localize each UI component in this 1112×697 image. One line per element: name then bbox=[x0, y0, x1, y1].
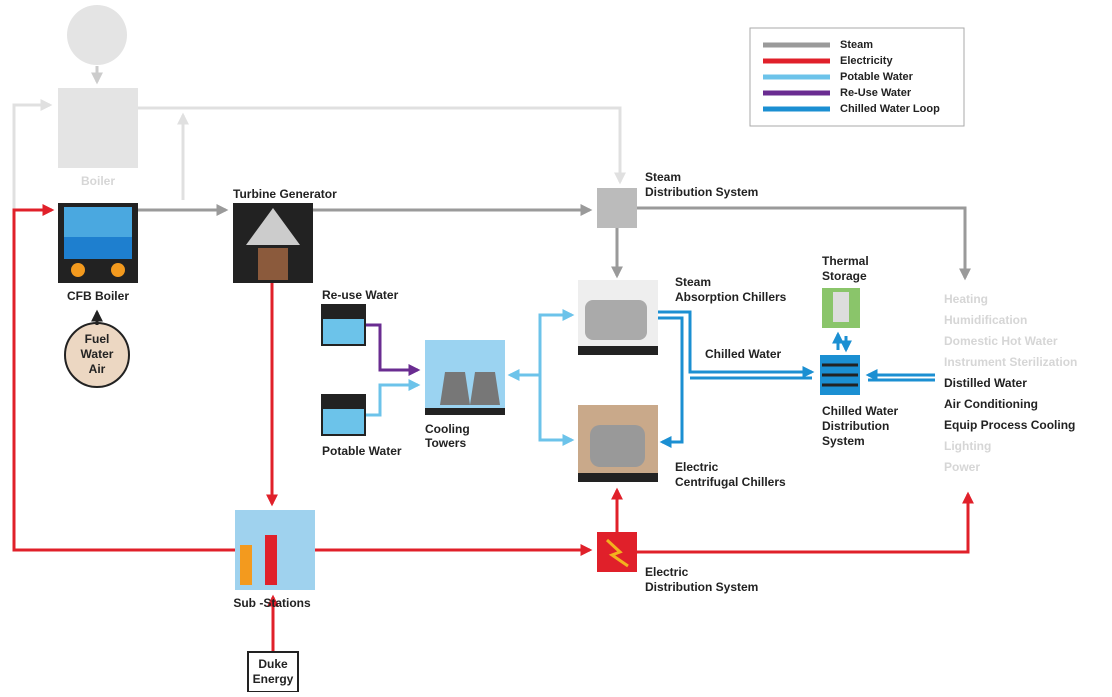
icons bbox=[58, 188, 860, 693]
label: Thermal bbox=[822, 254, 869, 268]
label: Distribution bbox=[822, 419, 889, 433]
label: Distribution System bbox=[645, 185, 758, 199]
use: Air Conditioning bbox=[944, 397, 1038, 411]
use: Power bbox=[944, 460, 980, 474]
use: Instrument Sterilization bbox=[944, 355, 1077, 369]
label: Re-use Water bbox=[322, 288, 399, 302]
use: Humidification bbox=[944, 313, 1027, 327]
legend-label: Electricity bbox=[840, 55, 893, 67]
label: Absorption Chillers bbox=[675, 290, 787, 304]
label: CFB Boiler bbox=[67, 289, 129, 303]
label: Electric bbox=[675, 460, 719, 474]
labels: Boiler CFB Boiler Fuel Water Air Turbine… bbox=[67, 170, 899, 686]
label: Energy bbox=[253, 672, 294, 686]
use: Heating bbox=[944, 292, 988, 306]
label: Steam bbox=[675, 275, 711, 289]
label: Steam bbox=[645, 170, 681, 184]
use: Lighting bbox=[944, 439, 991, 453]
legend: Steam Electricity Potable Water Re-Use Wate… bbox=[763, 39, 940, 115]
label: Water bbox=[81, 347, 114, 361]
connector bbox=[365, 379, 421, 417]
label: Air bbox=[89, 362, 106, 376]
faded-boiler bbox=[12, 5, 626, 210]
label: Fuel bbox=[85, 332, 110, 346]
label: Storage bbox=[822, 269, 867, 283]
label: Turbine Generator bbox=[233, 187, 337, 201]
label: Chilled Water bbox=[705, 347, 782, 361]
use: Equip Process Cooling bbox=[944, 418, 1075, 432]
label: Chilled Water bbox=[822, 404, 899, 418]
legend-label: Chilled Water Loop bbox=[840, 103, 940, 115]
connector bbox=[538, 375, 575, 446]
label: Distribution System bbox=[645, 580, 758, 594]
label: System bbox=[822, 434, 865, 448]
connector bbox=[637, 206, 971, 281]
connector bbox=[365, 323, 421, 376]
connector bbox=[12, 204, 235, 552]
label: Centrifugal Chillers bbox=[675, 475, 786, 489]
connector bbox=[658, 316, 684, 448]
label: Electric bbox=[645, 565, 689, 579]
label: Sub -Stations bbox=[233, 596, 311, 610]
label: Towers bbox=[425, 436, 466, 450]
use: Distilled Water bbox=[944, 376, 1027, 390]
uses: Heating Humidification Domestic Hot Wate… bbox=[944, 292, 1077, 474]
legend-label: Re-Use Water bbox=[840, 87, 912, 99]
connector bbox=[538, 309, 575, 375]
connector bbox=[658, 310, 815, 378]
use: Domestic Hot Water bbox=[944, 334, 1058, 348]
legend-label: Steam bbox=[840, 39, 873, 51]
connectors bbox=[12, 204, 974, 652]
label: Cooling bbox=[425, 422, 470, 436]
label: Potable Water bbox=[322, 444, 402, 458]
label: Duke bbox=[258, 657, 288, 671]
legend-label: Potable Water bbox=[840, 71, 914, 83]
connector bbox=[637, 491, 974, 554]
label: Boiler bbox=[81, 174, 115, 188]
